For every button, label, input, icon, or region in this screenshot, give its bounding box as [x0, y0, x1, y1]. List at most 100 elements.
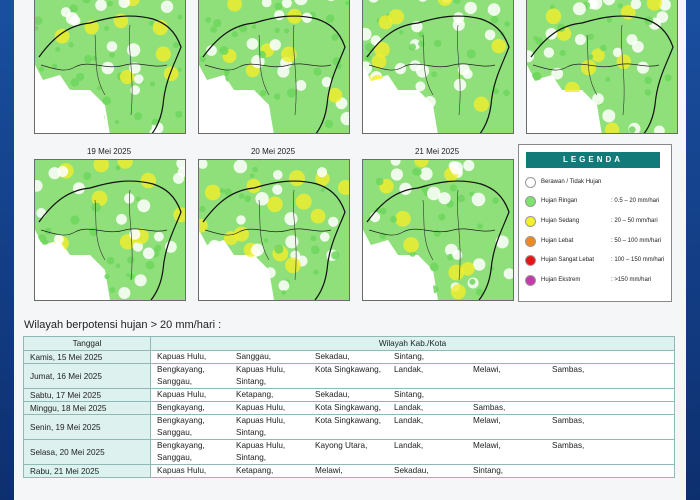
- region-name: Kapuas Hulu,: [236, 416, 286, 425]
- rainfall-map: [362, 0, 514, 134]
- table-row: Jumat, 16 Mei 2025 Bengkayang, Kapuas Hulu…: [23, 363, 675, 389]
- legend-item: Hujan Lebat : 50 – 100 mm/hari: [525, 234, 661, 248]
- region-name: Landak,: [394, 416, 424, 425]
- region-name: Sanggau,: [236, 352, 272, 361]
- region-name: Sekadau,: [315, 352, 350, 361]
- row-date: Rabu, 21 Mei 2025: [23, 464, 151, 478]
- region-name: Sintang,: [394, 390, 425, 399]
- region-name: Kapuas Hulu,: [236, 441, 286, 450]
- region-name: Bengkayang,: [157, 403, 205, 412]
- rainfall-map: [198, 0, 350, 134]
- legend-label: Berawan / Tidak Hujan: [541, 179, 602, 185]
- region-name: Sambas,: [552, 441, 585, 450]
- legend-item: Hujan Ekstrem: >150 mm/hari: [525, 273, 651, 287]
- region-name: Sintang,: [394, 352, 425, 361]
- rainfall-map: [34, 159, 186, 301]
- region-name: Bengkayang,: [157, 416, 205, 425]
- rainfall-map: [34, 0, 186, 134]
- row-regions: Bengkayang, Kapuas Hulu, Kota Singkawang, L…: [150, 363, 675, 389]
- legend-item: Hujan Sangat Lebat : 100 – 150 mm/hari: [525, 253, 664, 267]
- header-date: Tanggal: [23, 336, 151, 351]
- legend-swatch-icon: [525, 274, 536, 286]
- map-date-label: 19 Mei 2025: [86, 147, 132, 156]
- legend-range: : 100 – 150 mm/hari: [611, 257, 665, 263]
- bulletin-page: 19 Mei 2025 20 Mei 2025 21 Mei 2025 LEGEND…: [14, 0, 686, 500]
- left-border: [0, 0, 14, 500]
- row-date: Sabtu, 17 Mei 2025: [23, 388, 151, 402]
- legend-range: : 20 – 50 mm/hari: [611, 218, 658, 224]
- region-name: Landak,: [394, 365, 424, 374]
- region-name: Landak,: [394, 403, 424, 412]
- region-name: Sekadau,: [315, 390, 350, 399]
- legend-label: Hujan Sangat Lebat: [541, 257, 595, 263]
- legend-range: : 50 – 100 mm/hari: [611, 238, 662, 244]
- region-name: Sintang,: [236, 428, 267, 437]
- row-regions: Kapuas Hulu, Sanggau, Sekadau, Sintang,: [150, 350, 675, 364]
- row-regions: Kapuas Hulu, Ketapang, Melawi, Sekadau, Sint…: [150, 464, 675, 478]
- legend-item: Berawan / Tidak Hujan: [525, 175, 611, 189]
- region-name: Sintang,: [236, 377, 267, 386]
- region-name: Sekadau,: [394, 466, 429, 475]
- region-name: Kapuas Hulu,: [157, 390, 207, 399]
- legend-label: Hujan Ekstrem: [541, 277, 581, 283]
- table-row: Rabu, 21 Mei 2025 Kapuas Hulu, Ketapang, Me…: [23, 464, 675, 478]
- region-name: Kota Singkawang,: [315, 403, 381, 412]
- region-name: Kapuas Hulu,: [236, 365, 286, 374]
- region-name: Bengkayang,: [157, 365, 205, 374]
- map-date-label: 21 Mei 2025: [414, 147, 460, 156]
- rainfall-map: [362, 159, 514, 301]
- region-name: Landak,: [394, 441, 424, 450]
- rainfall-map: [198, 159, 350, 301]
- region-name: Ketapang,: [236, 390, 274, 399]
- region-name: Sanggau,: [157, 453, 193, 462]
- region-name: Kapuas Hulu,: [157, 352, 207, 361]
- legend-swatch-icon: [525, 176, 536, 188]
- region-name: Kota Singkawang,: [315, 365, 381, 374]
- row-regions: Bengkayang, Kapuas Hulu, Kota Singkawang, L…: [150, 401, 675, 415]
- legend-range: : 0.5 – 20 mm/hari: [611, 198, 660, 204]
- rainfall-map: [526, 0, 678, 134]
- region-name: Sintang,: [236, 453, 267, 462]
- legend-swatch-icon: [525, 195, 536, 207]
- row-date: Selasa, 20 Mei 2025: [23, 439, 151, 465]
- table-row: Selasa, 20 Mei 2025 Bengkayang, Kapuas Hul…: [23, 439, 675, 465]
- region-name: Melawi,: [473, 365, 501, 374]
- header-region: Wilayah Kab./Kota: [150, 336, 675, 351]
- region-name: Kota Singkawang,: [315, 416, 381, 425]
- region-name: Kapuas Hulu,: [236, 403, 286, 412]
- legend-swatch-icon: [525, 254, 536, 266]
- region-name: Sanggau,: [157, 377, 193, 386]
- row-date: Jumat, 16 Mei 2025: [23, 363, 151, 389]
- region-name: Sambas,: [552, 416, 585, 425]
- row-regions: Bengkayang, Kapuas Hulu, Kayong Utara, Land…: [150, 439, 675, 465]
- section-title: Wilayah berpotensi hujan > 20 mm/hari :: [24, 319, 222, 331]
- legend-title: LEGENDA: [526, 152, 660, 168]
- table-row: Sabtu, 17 Mei 2025 Kapuas Hulu, Ketapang, S…: [23, 388, 675, 402]
- row-date: Minggu, 18 Mei 2025: [23, 401, 151, 415]
- region-name: Kayong Utara,: [315, 441, 368, 450]
- legend-label: Hujan Lebat: [541, 238, 574, 244]
- map-date-label: 20 Mei 2025: [250, 147, 296, 156]
- rain-region-table: Tanggal Wilayah Kab./Kota Kamis, 15 Mei …: [23, 336, 675, 478]
- region-name: Sambas,: [552, 365, 585, 374]
- legend-panel: LEGENDA Berawan / Tidak Hujan Hujan Ringa…: [518, 144, 672, 302]
- right-border: [686, 0, 700, 500]
- legend-item: Hujan Sedang: 20 – 50 mm/hari: [525, 214, 658, 228]
- table-row: Senin, 19 Mei 2025 Bengkayang, Kapuas Hulu…: [23, 414, 675, 440]
- row-regions: Bengkayang, Kapuas Hulu, Kota Singkawang, L…: [150, 414, 675, 440]
- region-name: Sambas,: [473, 403, 506, 412]
- region-name: Sanggau,: [157, 428, 193, 437]
- region-name: Sintang,: [473, 466, 504, 475]
- forecast-maps: 19 Mei 2025 20 Mei 2025 21 Mei 2025: [22, 0, 678, 301]
- region-name: Melawi,: [315, 466, 343, 475]
- row-date: Kamis, 15 Mei 2025: [23, 350, 151, 364]
- region-name: Kapuas Hulu,: [157, 466, 207, 475]
- region-name: Bengkayang,: [157, 441, 205, 450]
- row-date: Senin, 19 Mei 2025: [23, 414, 151, 440]
- legend-swatch-icon: [525, 215, 536, 227]
- table-row: Minggu, 18 Mei 2025 Bengkayang, Kapuas Hul…: [23, 401, 675, 415]
- legend-item: Hujan Ringan : 0.5 – 20 mm/hari: [525, 194, 659, 208]
- row-regions: Kapuas Hulu, Ketapang, Sekadau, Sintang,: [150, 388, 675, 402]
- legend-swatch-icon: [525, 235, 536, 247]
- legend-label: Hujan Ringan: [541, 198, 578, 204]
